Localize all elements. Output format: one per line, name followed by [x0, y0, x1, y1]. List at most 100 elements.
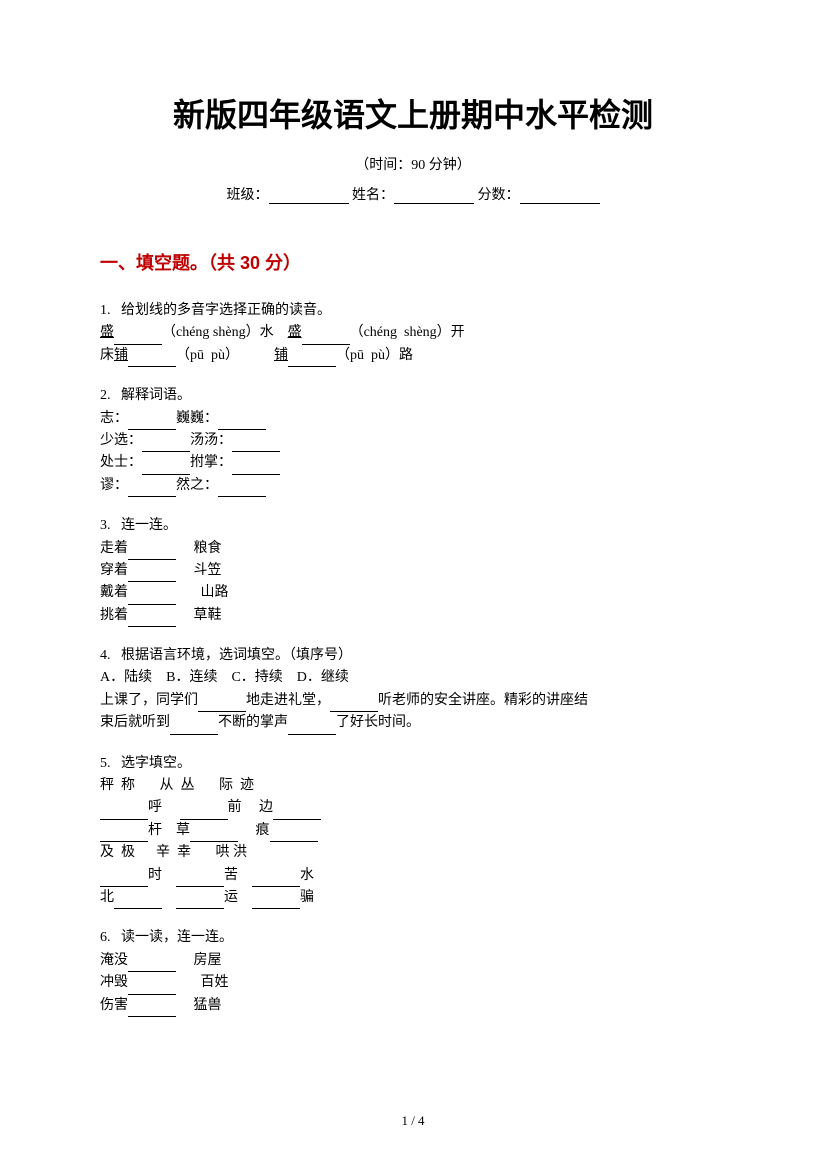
q5-r3a: 时 [148, 868, 162, 883]
q5-r2b: 草 [176, 823, 190, 838]
q3-num: 3. [100, 518, 111, 533]
q2-w8: 然之： [176, 478, 218, 493]
q1-line2a: 床 [100, 348, 114, 363]
q5-r1b: 前 [228, 800, 242, 815]
question-6: 6. 读一读，连一连。 淹没 房屋 冲毁 百姓 伤害 猛兽 [100, 927, 726, 1017]
q2-blank8[interactable] [218, 483, 266, 497]
q5-r4a: 北 [100, 890, 114, 905]
q1-num: 1. [100, 303, 111, 318]
q4-blank1[interactable] [198, 698, 246, 712]
q5-blank11[interactable] [176, 895, 224, 909]
page-title: 新版四年级语文上册期中水平检测 [100, 90, 726, 136]
q3-prompt: 连一连。 [121, 518, 177, 533]
class-label: 班级： [227, 188, 269, 203]
q3-b3: 山路 [201, 585, 229, 600]
q3-a4: 挑着 [100, 608, 128, 623]
q2-w3: 少选： [100, 433, 142, 448]
q5-blank9[interactable] [252, 873, 300, 887]
q1-py1: （chéng shèng）水 [162, 325, 274, 340]
section-header: 一、填空题。（共 30 分） [100, 249, 726, 275]
q6-prompt: 读一读，连一连。 [121, 930, 233, 945]
q6-blank2[interactable] [128, 981, 176, 995]
score-label: 分数： [478, 188, 520, 203]
q1-blank3[interactable] [128, 353, 176, 367]
q6-b1: 房屋 [194, 953, 222, 968]
q5-r4c: 骗 [300, 890, 314, 905]
q6-blank1[interactable] [128, 958, 176, 972]
q2-w5: 处士： [100, 455, 142, 470]
q5-blank7[interactable] [100, 873, 148, 887]
q2-blank7[interactable] [128, 483, 176, 497]
q3-blank3[interactable] [128, 591, 176, 605]
q4-s5: 不断的掌声 [218, 715, 288, 730]
q5-blank3[interactable] [273, 806, 321, 820]
q4-blank2[interactable] [330, 698, 378, 712]
q3-a3: 戴着 [100, 585, 128, 600]
q6-blank3[interactable] [128, 1003, 176, 1017]
q5-blank4[interactable] [100, 828, 148, 842]
q6-b2: 百姓 [201, 975, 229, 990]
q6-a2: 冲毁 [100, 975, 128, 990]
q2-blank6[interactable] [232, 461, 280, 475]
q5-group2: 及 极 辛 幸 哄 洪 [100, 842, 726, 864]
q2-num: 2. [100, 388, 111, 403]
q5-prompt: 选字填空。 [121, 756, 191, 771]
q2-blank2[interactable] [218, 416, 266, 430]
q2-w1: 志： [100, 411, 128, 426]
name-blank[interactable] [394, 190, 474, 204]
q3-blank1[interactable] [128, 546, 176, 560]
q5-r3b: 苦 [224, 868, 238, 883]
q5-blank2[interactable] [180, 806, 228, 820]
q1-char1a: 盛 [100, 325, 114, 340]
q3-blank2[interactable] [128, 568, 176, 582]
q1-py3: （pū pù） [176, 348, 239, 363]
q4-s1: 上课了，同学们 [100, 693, 198, 708]
q3-b2: 斗笠 [194, 563, 222, 578]
q3-a2: 穿着 [100, 563, 128, 578]
q1-char2b: 铺 [274, 348, 288, 363]
q5-r1c: 边 [259, 800, 273, 815]
q6-b3: 猛兽 [194, 998, 222, 1013]
student-info-line: 班级： 姓名： 分数： [100, 184, 726, 204]
q4-blank4[interactable] [288, 721, 336, 735]
q4-s6: 了好长时间。 [336, 715, 420, 730]
q5-blank10[interactable] [114, 895, 162, 909]
q1-char2a: 铺 [114, 348, 128, 363]
q4-blank3[interactable] [170, 721, 218, 735]
q6-num: 6. [100, 930, 111, 945]
question-5: 5. 选字填空。 秤 称 从 丛 际 迹 呼 前 边 杆 草 痕 及 极 辛 幸… [100, 753, 726, 910]
q2-blank4[interactable] [232, 438, 280, 452]
q5-blank5[interactable] [190, 828, 238, 842]
q2-blank1[interactable] [128, 416, 176, 430]
q1-py4: （pū pù）路 [336, 348, 413, 363]
q5-num: 5. [100, 756, 111, 771]
q4-s3: 听老师的安全讲座。精彩的讲座结 [378, 693, 588, 708]
q3-b1: 粮食 [194, 541, 222, 556]
q1-blank1[interactable] [114, 331, 162, 345]
q2-w4: 汤汤： [190, 433, 232, 448]
q3-blank4[interactable] [128, 613, 176, 627]
score-blank[interactable] [520, 190, 600, 204]
q2-w2: 巍巍： [176, 411, 218, 426]
q1-blank2[interactable] [302, 331, 350, 345]
q2-blank3[interactable] [142, 438, 190, 452]
page-number: 1 / 4 [0, 1113, 826, 1129]
q5-r2c: 痕 [256, 823, 270, 838]
class-blank[interactable] [269, 190, 349, 204]
q3-a1: 走着 [100, 541, 128, 556]
q5-blank12[interactable] [252, 895, 300, 909]
q1-blank4[interactable] [288, 353, 336, 367]
q4-s4: 束后就听到 [100, 715, 170, 730]
q5-blank8[interactable] [176, 873, 224, 887]
q2-blank5[interactable] [142, 461, 190, 475]
q5-blank6[interactable] [270, 828, 318, 842]
q1-char1b: 盛 [288, 325, 302, 340]
q2-w6: 拊掌： [190, 455, 232, 470]
q4-num: 4. [100, 648, 111, 663]
q4-prompt: 根据语言环境，选词填空。（填序号） [121, 648, 352, 663]
q5-blank1[interactable] [100, 806, 148, 820]
q1-gap1 [274, 325, 288, 340]
q5-r4b: 运 [224, 890, 238, 905]
name-label: 姓名： [352, 188, 394, 203]
q4-s2: 地走进礼堂， [246, 693, 330, 708]
